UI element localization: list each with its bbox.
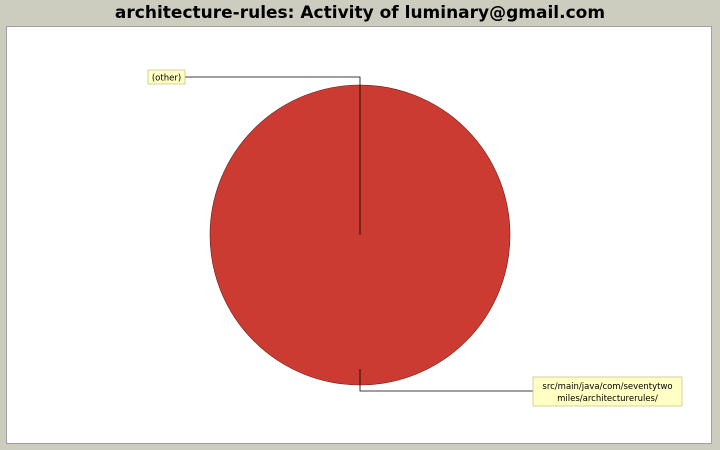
slice-label-text-line2: miles/architecturerules/ bbox=[557, 394, 658, 404]
slice-label-text-line1: src/main/java/com/seventytwo bbox=[542, 382, 672, 392]
label-box bbox=[147, 69, 186, 85]
leader-line-main bbox=[359, 369, 533, 392]
label-box bbox=[532, 376, 683, 407]
slice-label-text: (other) bbox=[152, 74, 181, 84]
leader-line-other bbox=[184, 76, 361, 235]
slice-label-main: src/main/java/com/seventytwo miles/archi… bbox=[532, 376, 683, 407]
slice-label-other: (other) bbox=[147, 69, 186, 85]
chart-title: architecture-rules: Activity of luminary… bbox=[114, 3, 606, 23]
